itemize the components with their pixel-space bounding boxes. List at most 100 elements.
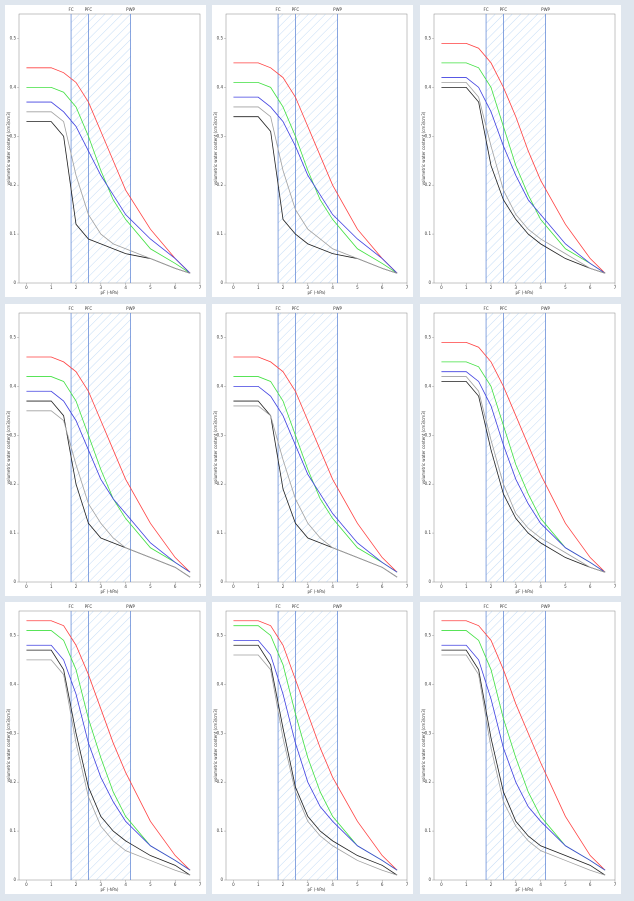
- y-tick-label: 0: [428, 579, 431, 584]
- x-tick-label: 6: [381, 882, 384, 887]
- x-tick-label: 1: [465, 285, 468, 290]
- y-tick-label: 0.5: [217, 632, 224, 637]
- y-tick-label: 0: [13, 579, 16, 584]
- y-tick-label: 0.1: [10, 828, 17, 833]
- x-tick-label: 7: [614, 584, 617, 589]
- reference-label: FC: [484, 306, 489, 311]
- x-tick-label: 7: [406, 285, 409, 290]
- y-tick-label: 0.1: [425, 530, 432, 535]
- x-tick-label: 2: [75, 584, 78, 589]
- x-tick-label: 5: [149, 882, 152, 887]
- series-line: [441, 62, 606, 274]
- x-axis-label: pF (-hPa): [101, 887, 119, 892]
- series-line: [233, 405, 398, 578]
- reference-label: PFC: [292, 306, 300, 311]
- y-tick-label: 0.5: [10, 35, 17, 40]
- x-axis-label: pF (-hPa): [101, 290, 119, 295]
- reference-label: FC: [276, 604, 281, 609]
- x-tick-label: 3: [100, 882, 103, 887]
- x-tick-label: 3: [515, 584, 518, 589]
- x-tick-label: 0: [232, 285, 235, 290]
- reference-label: PWP: [333, 7, 342, 12]
- reference-label: PWP: [333, 306, 342, 311]
- reference-label: PWP: [541, 306, 550, 311]
- y-tick-label: 0.2: [425, 481, 432, 486]
- series-line: [26, 390, 191, 573]
- x-tick-label: 4: [539, 882, 542, 887]
- x-tick-label: 7: [406, 584, 409, 589]
- reference-label: PFC: [85, 604, 93, 609]
- series-line: [441, 77, 606, 274]
- y-tick-label: 0.2: [425, 182, 432, 187]
- reference-label: PFC: [500, 604, 508, 609]
- y-tick-label: 0.4: [217, 681, 224, 686]
- y-tick-label: 0.3: [10, 432, 17, 437]
- series-line: [26, 86, 191, 274]
- x-tick-label: 6: [174, 882, 177, 887]
- series-line: [441, 82, 606, 274]
- x-tick-label: 7: [199, 285, 202, 290]
- series-line: [441, 42, 606, 274]
- y-tick-label: 0.1: [425, 828, 432, 833]
- y-axis-label: volumetric water content (cm3/cm3): [421, 111, 426, 185]
- series-line: [26, 356, 191, 573]
- series-line: [441, 649, 606, 876]
- y-tick-label: 0.5: [425, 334, 432, 339]
- y-tick-label: 0.2: [10, 182, 17, 187]
- hatched-region: [486, 313, 546, 582]
- x-tick-label: 2: [75, 882, 78, 887]
- y-tick-label: 0: [220, 579, 223, 584]
- series-line: [441, 654, 606, 876]
- x-tick-label: 6: [174, 285, 177, 290]
- x-tick-label: 0: [25, 285, 28, 290]
- x-tick-label: 0: [440, 882, 443, 887]
- y-tick-label: 0: [13, 877, 16, 882]
- x-tick-label: 0: [232, 584, 235, 589]
- x-tick-label: 6: [174, 584, 177, 589]
- reference-label: FC: [484, 7, 489, 12]
- x-tick-label: 4: [331, 584, 334, 589]
- reference-label: FC: [69, 306, 74, 311]
- x-tick-label: 2: [490, 584, 493, 589]
- x-tick-label: 3: [515, 285, 518, 290]
- x-tick-label: 4: [539, 584, 542, 589]
- hatched-region: [486, 611, 546, 880]
- y-tick-label: 0.2: [217, 779, 224, 784]
- y-tick-label: 0.3: [425, 133, 432, 138]
- y-tick-label: 0.1: [217, 530, 224, 535]
- y-tick-label: 0.2: [217, 182, 224, 187]
- x-tick-label: 1: [465, 584, 468, 589]
- reference-label: FC: [69, 7, 74, 12]
- x-tick-label: 0: [232, 882, 235, 887]
- x-tick-label: 5: [356, 285, 359, 290]
- series-line: [26, 376, 191, 573]
- x-tick-label: 2: [490, 285, 493, 290]
- y-tick-label: 0.1: [10, 530, 17, 535]
- x-tick-label: 4: [331, 882, 334, 887]
- x-axis-label: pF (-hPa): [308, 589, 326, 594]
- y-tick-label: 0.3: [10, 730, 17, 735]
- x-tick-label: 0: [440, 584, 443, 589]
- series-line: [233, 106, 398, 274]
- y-tick-label: 0: [428, 280, 431, 285]
- x-tick-label: 7: [199, 882, 202, 887]
- y-axis-label: volumetric water content (cm3/cm3): [213, 111, 218, 185]
- x-tick-label: 7: [406, 882, 409, 887]
- series-line: [233, 639, 398, 871]
- hatched-region: [71, 611, 131, 880]
- series-line: [26, 67, 191, 274]
- reference-label: FC: [484, 604, 489, 609]
- y-tick-label: 0: [13, 280, 16, 285]
- x-tick-label: 3: [307, 584, 310, 589]
- y-tick-label: 0.5: [425, 632, 432, 637]
- reference-label: PFC: [292, 7, 300, 12]
- series-line: [233, 62, 398, 274]
- x-tick-label: 1: [257, 882, 260, 887]
- series-line: [441, 644, 606, 871]
- y-tick-label: 0.4: [425, 84, 432, 89]
- series-line: [233, 82, 398, 274]
- x-tick-label: 2: [282, 584, 285, 589]
- y-tick-label: 0.4: [425, 383, 432, 388]
- series-line: [26, 620, 191, 871]
- x-tick-label: 7: [614, 882, 617, 887]
